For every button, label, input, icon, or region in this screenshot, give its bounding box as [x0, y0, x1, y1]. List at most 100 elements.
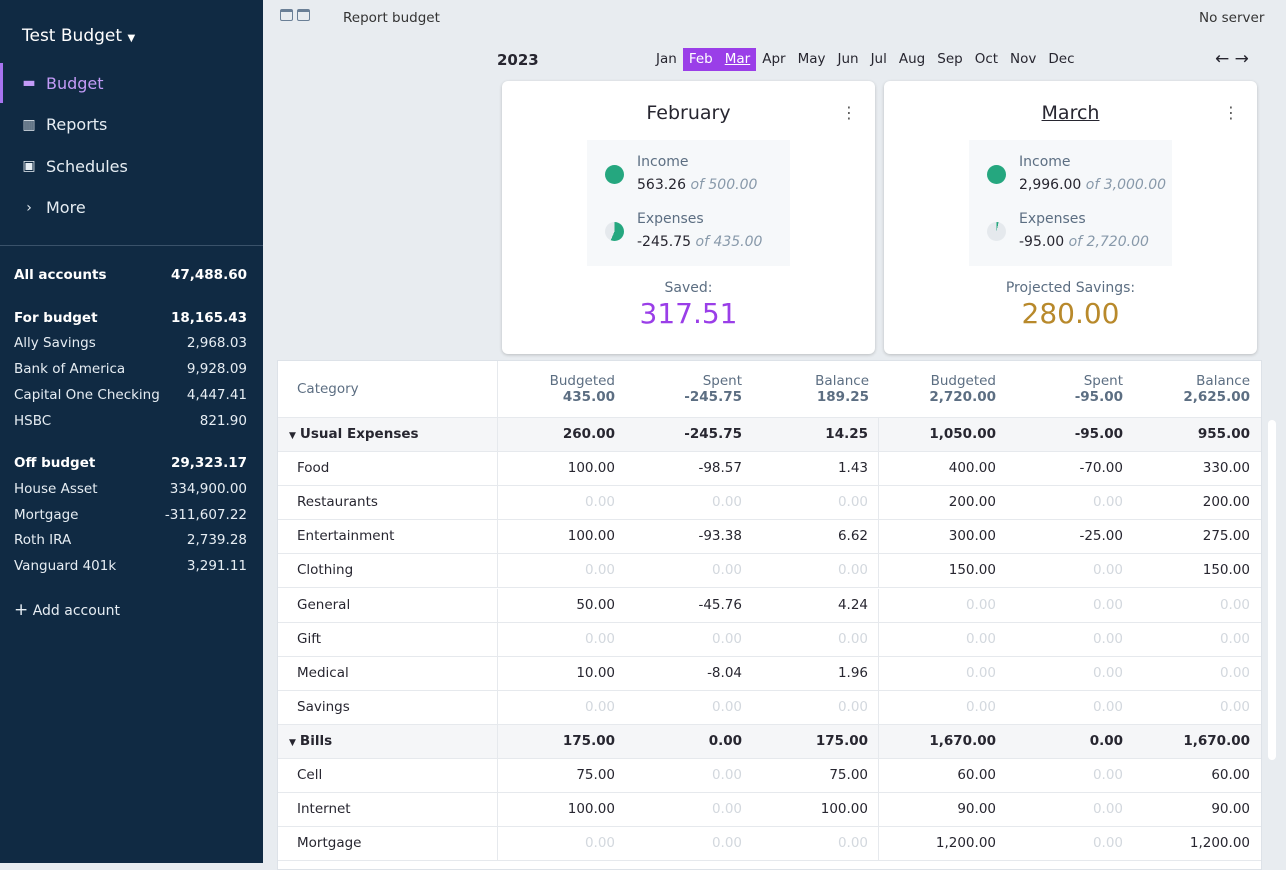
category-cell[interactable]: Clothing [278, 554, 498, 588]
budgeted-cell[interactable]: 90.00 [957, 801, 996, 818]
budgeted-cell[interactable]: 175.00 [562, 732, 615, 749]
account-item[interactable]: For budget 18,165.43 [14, 310, 247, 326]
month-jul[interactable]: Jul [870, 51, 887, 67]
month-jun[interactable]: Jun [837, 51, 859, 67]
account-balance: 3,291.11 [186, 558, 247, 574]
scrollbar[interactable] [1268, 420, 1276, 760]
month-feb[interactable]: Feb [682, 48, 719, 71]
month-apr[interactable]: Apr [762, 51, 786, 67]
budgeted-cell[interactable]: 200.00 [948, 494, 996, 511]
budgeted-cell[interactable]: 400.00 [948, 460, 996, 477]
account-item[interactable]: Capital One Checking 4,447.41 [14, 387, 247, 403]
table-row[interactable]: Medical 10.00 -8.04 1.96 0.00 0.00 0.00 [278, 656, 1261, 691]
category-cell[interactable]: Mortgage [278, 827, 498, 861]
table-row[interactable]: Gift 0.00 0.00 0.00 0.00 0.00 0.00 [278, 622, 1261, 657]
sidebar-item-more[interactable]: › More [0, 188, 263, 228]
account-item[interactable]: HSBC 821.90 [14, 413, 247, 429]
group-row[interactable]: ▼ Usual Expenses 260.00 -245.75 14.25 1,050.0… [278, 418, 1261, 452]
budgeted-cell[interactable]: 0.00 [584, 630, 615, 647]
category-cell[interactable]: Restaurants [278, 486, 498, 520]
budgeted-cell[interactable]: 0.00 [965, 664, 996, 681]
table-row[interactable]: Internet 100.00 0.00 100.00 90.00 0.00 90.00 [278, 793, 1261, 828]
account-item[interactable]: House Asset 334,900.00 [14, 481, 247, 497]
table-row[interactable]: Food 100.00 -98.57 1.43 400.00 -70.00 330.00 [278, 452, 1261, 487]
income-value: 2,996.00 of 3,000.00 [1019, 177, 1167, 193]
month-may[interactable]: May [797, 51, 826, 67]
sidebar-item-reports[interactable]: ▥ Reports [0, 105, 263, 145]
budgeted-cell[interactable]: 10.00 [576, 664, 615, 681]
budgeted-cell[interactable]: 100.00 [567, 460, 615, 477]
account-balance: 9,928.09 [186, 361, 247, 377]
add-account-button[interactable]: + Add account [14, 600, 120, 620]
month-jan[interactable]: Jan [656, 51, 677, 67]
budgeted-cell[interactable]: 0.00 [965, 596, 996, 613]
category-cell[interactable]: Food [278, 452, 498, 486]
budgeted-cell[interactable]: 1,050.00 [929, 426, 996, 442]
table-row[interactable]: General 50.00 -45.76 4.24 0.00 0.00 0.00 [278, 588, 1261, 623]
category-cell[interactable]: Internet [278, 793, 498, 827]
account-item[interactable]: Mortgage -311,607.22 [14, 507, 247, 523]
month-title[interactable]: February [502, 102, 875, 124]
month-aug[interactable]: Aug [898, 51, 926, 67]
caret-down-icon[interactable]: ▼ [289, 431, 296, 441]
category-cell[interactable]: General [278, 588, 498, 622]
table-row[interactable]: Mortgage 0.00 0.00 0.00 1,200.00 0.00 1,200.00 [278, 827, 1261, 862]
month-dec[interactable]: Dec [1048, 51, 1075, 67]
more-vertical-icon[interactable]: ⋮ [841, 103, 857, 122]
server-status[interactable]: No server [1199, 10, 1265, 26]
account-item[interactable]: All accounts 47,488.60 [14, 267, 247, 283]
month-sep[interactable]: Sep [937, 51, 963, 67]
month-oct[interactable]: Oct [974, 51, 999, 67]
account-item[interactable]: Roth IRA 2,739.28 [14, 532, 247, 548]
arrow-right-icon[interactable]: → [1234, 49, 1249, 69]
category-cell[interactable]: Entertainment [278, 520, 498, 554]
category-cell[interactable]: Gift [278, 622, 498, 656]
table-row[interactable]: Savings 0.00 0.00 0.00 0.00 0.00 0.00 [278, 690, 1261, 725]
budgeted-cell[interactable]: 0.00 [584, 494, 615, 511]
table-row[interactable]: Restaurants 0.00 0.00 0.00 200.00 0.00 200.00 [278, 486, 1261, 521]
budgeted-cell[interactable]: 1,670.00 [929, 732, 996, 749]
account-item[interactable]: Ally Savings 2,968.03 [14, 335, 247, 351]
budgeted-cell[interactable]: 100.00 [567, 528, 615, 545]
budgeted-cell[interactable]: 0.00 [584, 835, 615, 852]
value-cell: 0.00 [1219, 596, 1250, 613]
month-mar[interactable]: Mar [718, 48, 757, 71]
budgeted-cell[interactable]: 0.00 [584, 698, 615, 715]
month-nav: ← → [1215, 49, 1249, 69]
account-item[interactable]: Vanguard 401k 3,291.11 [14, 558, 247, 574]
more-vertical-icon[interactable]: ⋮ [1223, 103, 1239, 122]
budgeted-cell[interactable]: 0.00 [584, 562, 615, 579]
category-cell[interactable]: Medical [278, 656, 498, 690]
account-item[interactable]: Off budget 29,323.17 [14, 455, 247, 471]
budgeted-cell[interactable]: 75.00 [576, 767, 615, 783]
budgeted-cell[interactable]: 260.00 [562, 426, 615, 442]
budgeted-cell[interactable]: 300.00 [948, 528, 996, 545]
calendar-icons[interactable] [280, 9, 315, 23]
category-cell[interactable]: ▼ Usual Expenses [278, 418, 498, 451]
sidebar-item-budget[interactable]: ▬ Budget [0, 63, 263, 103]
group-row[interactable]: ▼ Bills 175.00 0.00 175.00 1,670.00 0.00 1,670.… [278, 724, 1261, 759]
arrow-left-icon[interactable]: ← [1215, 49, 1230, 69]
budgeted-cell[interactable]: 100.00 [567, 801, 615, 818]
budgeted-cell[interactable]: 60.00 [957, 767, 996, 783]
table-row[interactable]: Entertainment 100.00 -93.38 6.62 300.00 -25.0… [278, 520, 1261, 555]
budgeted-cell[interactable]: 50.00 [576, 596, 615, 613]
table-row[interactable]: Cell 75.00 0.00 75.00 60.00 0.00 60.00 [278, 759, 1261, 793]
sidebar-item-schedules[interactable]: ▣ Schedules [0, 146, 263, 186]
value-cell: 90.00 [1211, 801, 1250, 818]
category-cell[interactable]: Savings [278, 690, 498, 724]
budgeted-cell[interactable]: 1,200.00 [935, 835, 996, 852]
value-cell: 330.00 [1202, 460, 1250, 477]
caret-down-icon[interactable]: ▼ [289, 737, 296, 748]
table-row[interactable]: Clothing 0.00 0.00 0.00 150.00 0.00 150.00 [278, 554, 1261, 589]
month-title[interactable]: March [884, 102, 1257, 124]
budgeted-cell[interactable]: 0.00 [965, 698, 996, 715]
category-cell[interactable]: Cell [278, 759, 498, 792]
category-cell[interactable]: ▼ Bills [278, 724, 498, 758]
budget-name-menu[interactable]: Test Budget ▼ [22, 26, 135, 46]
budgeted-cell[interactable]: 150.00 [948, 562, 996, 579]
month-nov[interactable]: Nov [1010, 51, 1037, 67]
account-item[interactable]: Bank of America 9,928.09 [14, 361, 247, 377]
budgeted-cell[interactable]: 0.00 [965, 630, 996, 647]
month-title-text: February [646, 102, 731, 124]
